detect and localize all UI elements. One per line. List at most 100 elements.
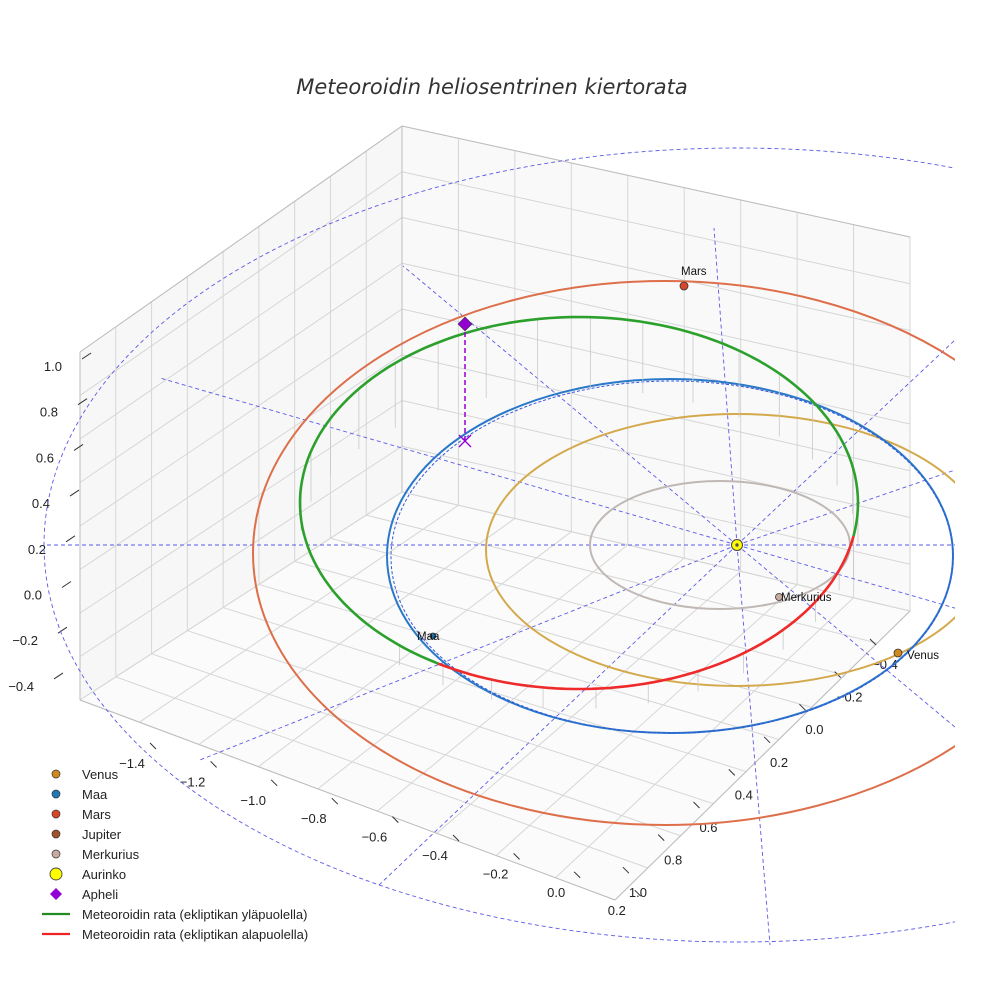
planet-point-maa bbox=[429, 632, 437, 640]
grid-line bbox=[555, 597, 854, 879]
z-tick bbox=[57, 626, 68, 634]
meteoroid-orbit bbox=[298, 315, 860, 709]
ecliptic-spoke bbox=[736, 469, 955, 546]
planet-point-mars bbox=[679, 281, 689, 291]
x-tick-label: −0.8 bbox=[301, 811, 327, 826]
grid-line bbox=[79, 354, 403, 570]
ecliptic-spoke bbox=[402, 265, 738, 546]
planet-label-maa: Maa bbox=[417, 631, 440, 643]
y-tick bbox=[869, 638, 877, 646]
x-tick bbox=[573, 871, 581, 879]
x-tick bbox=[331, 797, 339, 805]
grid-line bbox=[79, 400, 403, 614]
y-tick-label: 0.4 bbox=[735, 787, 753, 802]
planet-label-mars: Mars bbox=[681, 266, 707, 278]
grid-line bbox=[294, 560, 812, 708]
axes-frame bbox=[79, 125, 911, 901]
grid-line bbox=[151, 653, 681, 837]
meteoroid-orbit-above bbox=[298, 315, 860, 665]
sun-marker-center bbox=[735, 543, 739, 547]
planet-label-merkurius: Merkurius bbox=[781, 592, 832, 604]
grid-line bbox=[401, 445, 911, 565]
x-tick-label: 0.0 bbox=[547, 885, 565, 900]
grid-line bbox=[258, 531, 572, 768]
y-tick bbox=[622, 866, 630, 874]
planet-point-venus bbox=[893, 648, 903, 658]
data-points: Mars Maa Venus Merkurius bbox=[417, 266, 939, 662]
x-tick bbox=[210, 761, 217, 768]
frame-edge bbox=[79, 699, 616, 901]
x-tick-label: −1.0 bbox=[240, 793, 266, 808]
grid-line bbox=[79, 217, 403, 440]
y-tick bbox=[799, 703, 806, 711]
grid-line bbox=[79, 308, 403, 527]
legend-label: Aurinko bbox=[82, 867, 126, 882]
legend-marker-maa bbox=[51, 789, 61, 799]
z-tick bbox=[77, 398, 88, 406]
frame-edge bbox=[614, 610, 911, 901]
grid-line bbox=[495, 584, 798, 856]
grid-line bbox=[401, 171, 911, 285]
axis-ticks: 1.0 0.8 0.6 0.4 0.2 0.0 −0.2 −0.4 −1.4 −1.2 −1.0 −0… bbox=[8, 352, 898, 918]
x-tick-label: −0.2 bbox=[483, 866, 509, 881]
ecliptic-spoke bbox=[736, 339, 955, 546]
z-tick-label: 0.2 bbox=[28, 542, 46, 557]
x-tick bbox=[513, 853, 520, 860]
planet-point-merkurius bbox=[775, 593, 783, 601]
orbit-mars bbox=[252, 280, 955, 826]
grid-line bbox=[401, 217, 911, 331]
projection-lines bbox=[43, 147, 955, 946]
z-tick bbox=[81, 352, 92, 360]
z-tick-label: 1.0 bbox=[44, 359, 62, 374]
z-tick bbox=[65, 535, 76, 543]
legend-marker-aphelion bbox=[50, 888, 62, 900]
earth-orbit-projection bbox=[390, 380, 954, 734]
frame-edge bbox=[401, 125, 911, 238]
grid-line bbox=[139, 504, 459, 723]
y-tick bbox=[693, 801, 700, 809]
z-tick-label: 0.6 bbox=[36, 450, 54, 465]
grid-line bbox=[115, 676, 648, 869]
grid-line bbox=[79, 171, 403, 396]
x-tick bbox=[452, 834, 460, 842]
grid-line bbox=[401, 354, 911, 472]
z-tick bbox=[61, 581, 72, 588]
x-tick-label: −1.2 bbox=[180, 774, 206, 789]
legend-label: Apheli bbox=[82, 887, 118, 902]
x-tick bbox=[392, 816, 399, 823]
y-tick-label: 0.2 bbox=[770, 755, 788, 770]
grid-line bbox=[79, 262, 403, 483]
meteoroid-orbit-below bbox=[437, 535, 855, 691]
y-tick bbox=[657, 834, 665, 841]
grid-line bbox=[401, 262, 911, 378]
legend-marker-merkurius bbox=[51, 849, 61, 859]
x-tick-label: −0.4 bbox=[422, 848, 448, 863]
z-tick-label: 0.8 bbox=[40, 405, 58, 420]
x-tick-label: −1.4 bbox=[119, 756, 145, 771]
legend-label: Meteoroidin rata (ekliptikan yläpuolella… bbox=[82, 907, 307, 922]
y-tick-label: 0.8 bbox=[664, 853, 682, 868]
grid-line bbox=[401, 400, 911, 518]
y-tick bbox=[728, 769, 736, 776]
legend-marker-jupiter bbox=[51, 829, 61, 839]
legend-label: Merkurius bbox=[82, 847, 140, 862]
z-tick bbox=[69, 489, 80, 497]
ecliptic-spoke bbox=[736, 544, 955, 728]
frame-edge bbox=[79, 125, 403, 353]
pane-left bbox=[80, 126, 402, 700]
ecliptic-spoke bbox=[713, 227, 738, 546]
planet-label-venus: Venus bbox=[907, 650, 939, 662]
legend-label: Venus bbox=[82, 767, 119, 782]
x-tick bbox=[149, 742, 157, 750]
z-tick-label: −0.4 bbox=[8, 679, 34, 694]
legend-label: Mars bbox=[82, 807, 111, 822]
legend-marker-sun bbox=[49, 867, 63, 881]
y-tick-label: 0.0 bbox=[805, 722, 823, 737]
y-tick-label: −0.2 bbox=[837, 690, 863, 705]
ecliptic-ring bbox=[43, 147, 955, 943]
x-tick bbox=[634, 889, 642, 897]
ecliptic-spoke bbox=[199, 544, 738, 761]
z-tick-label: 0.0 bbox=[24, 588, 42, 603]
grid-line bbox=[317, 544, 629, 790]
